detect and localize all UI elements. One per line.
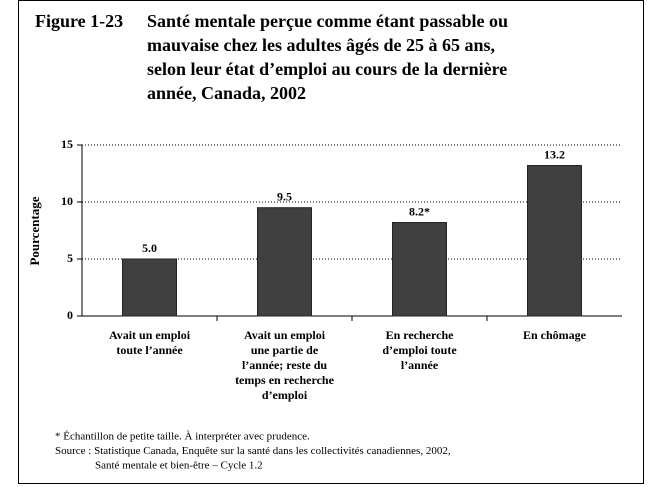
y-tick-label: 15 — [61, 137, 73, 151]
x-tick-label: temps en recherche — [235, 373, 335, 387]
x-tick-label: l’année; reste du — [242, 358, 327, 372]
bar — [392, 222, 447, 317]
bar — [257, 207, 312, 317]
data-label: 5.0 — [142, 241, 157, 255]
x-tick-label: Avait un emploi — [109, 328, 191, 342]
x-tick-label: En chômage — [523, 328, 587, 342]
x-tick-label: d’emploi — [262, 388, 308, 402]
chart-title: selon leur état d’emploi au cours de la … — [147, 59, 507, 79]
x-tick-label: l’année — [401, 358, 439, 372]
chart-title: année, Canada, 2002 — [147, 83, 306, 103]
x-tick-label: toute l’année — [116, 343, 183, 357]
x-tick-label: une partie de — [251, 343, 319, 357]
data-label: 9.5 — [277, 189, 292, 203]
chart-title: Santé mentale perçue comme étant passabl… — [147, 11, 508, 31]
bar — [527, 165, 582, 317]
x-tick-label: Avait un emploi — [244, 328, 326, 342]
data-label: 13.2 — [544, 147, 565, 161]
x-tick-label: d’emploi toute — [382, 343, 457, 357]
data-label: 8.2* — [409, 204, 430, 218]
x-tick-label: En recherche — [386, 328, 455, 342]
y-tick-label: 10 — [61, 194, 73, 208]
y-axis-label: Pourcentage — [27, 196, 42, 265]
chart-title: mauvaise chez les adultes âgés de 25 à 6… — [147, 35, 495, 55]
figure-label: Figure 1-23 — [35, 11, 123, 31]
footnote: Santé mentale et bien-être – Cycle 1.2 — [95, 460, 263, 472]
y-tick-label: 5 — [67, 251, 73, 265]
y-tick-label: 0 — [67, 308, 73, 322]
footnote: * Échantillon de petite taille. À interp… — [55, 431, 310, 443]
bar — [122, 258, 177, 317]
footnote: Source : Statistique Canada, Enquête sur… — [55, 445, 451, 457]
